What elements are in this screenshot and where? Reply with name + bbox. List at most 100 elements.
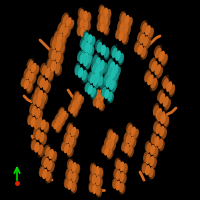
Ellipse shape: [78, 75, 82, 84]
Ellipse shape: [36, 122, 40, 130]
Ellipse shape: [73, 110, 77, 117]
Ellipse shape: [32, 64, 36, 72]
Ellipse shape: [104, 25, 107, 33]
Ellipse shape: [102, 12, 105, 20]
Ellipse shape: [51, 67, 55, 77]
Ellipse shape: [83, 49, 87, 57]
Ellipse shape: [84, 20, 88, 29]
Ellipse shape: [107, 83, 111, 92]
Ellipse shape: [141, 51, 145, 60]
Ellipse shape: [113, 178, 116, 187]
Ellipse shape: [93, 61, 97, 69]
Ellipse shape: [69, 148, 73, 157]
Ellipse shape: [75, 165, 79, 173]
Ellipse shape: [81, 33, 85, 41]
Ellipse shape: [135, 41, 139, 50]
Ellipse shape: [42, 114, 46, 123]
Ellipse shape: [38, 148, 42, 157]
Ellipse shape: [46, 175, 50, 183]
Ellipse shape: [164, 75, 169, 84]
Ellipse shape: [52, 152, 56, 161]
Ellipse shape: [148, 69, 153, 79]
Ellipse shape: [160, 94, 165, 103]
Ellipse shape: [91, 71, 96, 80]
Ellipse shape: [116, 187, 120, 195]
Ellipse shape: [29, 73, 34, 81]
Ellipse shape: [158, 120, 162, 129]
Ellipse shape: [105, 26, 109, 35]
Ellipse shape: [68, 181, 72, 189]
Ellipse shape: [98, 52, 102, 62]
Ellipse shape: [154, 46, 160, 55]
Ellipse shape: [149, 30, 153, 39]
Ellipse shape: [119, 36, 123, 45]
Ellipse shape: [111, 70, 115, 78]
Ellipse shape: [89, 39, 93, 47]
Ellipse shape: [96, 104, 100, 112]
Ellipse shape: [96, 40, 100, 50]
Ellipse shape: [55, 114, 60, 120]
Ellipse shape: [145, 72, 150, 81]
Ellipse shape: [85, 83, 90, 92]
Ellipse shape: [42, 136, 46, 145]
Ellipse shape: [96, 167, 99, 175]
Ellipse shape: [135, 43, 139, 52]
Ellipse shape: [104, 4, 107, 12]
Ellipse shape: [64, 178, 68, 186]
Ellipse shape: [112, 74, 116, 83]
Ellipse shape: [50, 154, 54, 163]
Ellipse shape: [113, 48, 117, 57]
Ellipse shape: [44, 81, 48, 90]
Ellipse shape: [101, 103, 104, 110]
Ellipse shape: [144, 151, 148, 160]
Ellipse shape: [42, 125, 46, 134]
Ellipse shape: [159, 89, 163, 99]
Ellipse shape: [108, 92, 112, 100]
Ellipse shape: [95, 80, 99, 89]
Ellipse shape: [84, 58, 88, 66]
Ellipse shape: [128, 123, 132, 131]
Ellipse shape: [97, 21, 100, 29]
Ellipse shape: [97, 189, 100, 197]
Ellipse shape: [92, 175, 96, 184]
Ellipse shape: [132, 131, 136, 140]
Ellipse shape: [37, 92, 41, 101]
Ellipse shape: [156, 103, 161, 112]
Ellipse shape: [75, 66, 80, 75]
Ellipse shape: [102, 145, 106, 153]
Ellipse shape: [61, 38, 66, 47]
Ellipse shape: [104, 95, 108, 104]
Ellipse shape: [62, 142, 66, 150]
Ellipse shape: [62, 13, 67, 22]
Ellipse shape: [93, 64, 97, 72]
Ellipse shape: [48, 59, 52, 69]
Ellipse shape: [95, 89, 98, 97]
Ellipse shape: [63, 27, 68, 36]
Ellipse shape: [114, 168, 118, 176]
Ellipse shape: [110, 81, 114, 89]
Ellipse shape: [67, 168, 70, 177]
Ellipse shape: [108, 144, 112, 152]
Ellipse shape: [92, 165, 96, 174]
Ellipse shape: [35, 143, 39, 152]
Ellipse shape: [69, 161, 73, 170]
Ellipse shape: [50, 163, 54, 172]
Ellipse shape: [46, 83, 50, 92]
Ellipse shape: [119, 176, 122, 185]
Ellipse shape: [34, 66, 39, 74]
Ellipse shape: [28, 84, 33, 93]
Ellipse shape: [74, 167, 77, 175]
Ellipse shape: [102, 65, 106, 74]
Ellipse shape: [96, 162, 99, 170]
Ellipse shape: [105, 136, 109, 144]
Ellipse shape: [103, 86, 106, 94]
Ellipse shape: [89, 47, 93, 56]
Ellipse shape: [32, 68, 36, 76]
Ellipse shape: [91, 88, 95, 96]
Ellipse shape: [98, 66, 102, 76]
Ellipse shape: [85, 33, 88, 41]
Ellipse shape: [74, 110, 78, 116]
Ellipse shape: [63, 15, 68, 23]
Ellipse shape: [78, 92, 82, 98]
Ellipse shape: [148, 75, 153, 85]
